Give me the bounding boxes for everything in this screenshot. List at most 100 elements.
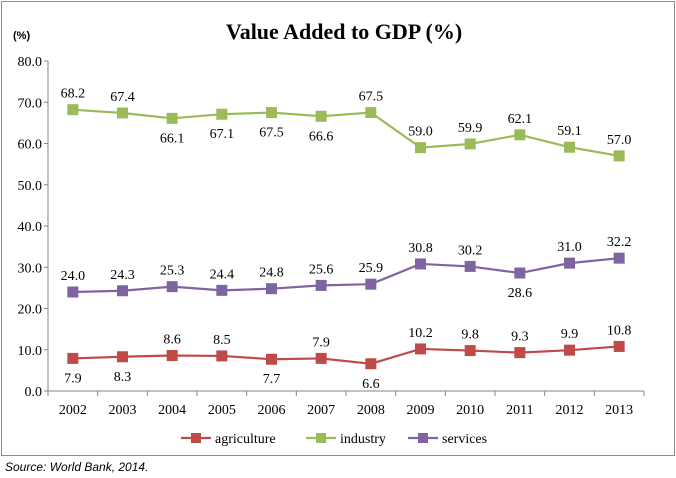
- legend-swatch-marker: [191, 433, 201, 443]
- legend-label: services: [442, 432, 487, 447]
- data-label-services: 28.6: [508, 286, 533, 301]
- x-tick-label: 2012: [556, 403, 584, 418]
- data-label-services: 24.0: [61, 269, 86, 284]
- data-point-agriculture: [464, 345, 476, 357]
- x-tick-label: 2003: [109, 403, 137, 418]
- y-tick-label: 20.0: [18, 303, 43, 318]
- data-label-services: 31.0: [557, 240, 582, 255]
- source-note: Source: World Bank, 2014.: [5, 460, 149, 474]
- y-tick-label: 10.0: [18, 344, 43, 359]
- series-agriculture: 7.9 8.3 8.6 8.5 7.7 7.9 6.6 10.2 9.8 9.3 9.9 10.8: [64, 323, 631, 391]
- data-label-agriculture: 9.9: [561, 327, 579, 342]
- series-line-industry: [72, 108, 620, 157]
- data-label-agriculture: 8.3: [114, 370, 132, 385]
- x-tick-label: 2011: [506, 403, 533, 418]
- y-axis-label: (%): [13, 30, 30, 42]
- data-label-services: 24.8: [259, 266, 284, 281]
- data-point-agriculture: [266, 353, 277, 365]
- data-point-industry: [514, 129, 526, 141]
- data-label-services: 32.2: [607, 235, 632, 250]
- data-label-industry: 57.0: [607, 133, 632, 148]
- data-label-industry: 67.4: [110, 90, 135, 105]
- data-point-services: [315, 279, 327, 291]
- data-point-agriculture: [415, 343, 426, 355]
- data-point-industry: [266, 107, 277, 119]
- legend-label: industry: [340, 432, 386, 447]
- chart-title: Value Added to GDP (%): [226, 19, 462, 44]
- data-label-services: 24.4: [210, 267, 235, 282]
- data-point-services: [613, 252, 625, 264]
- x-tick-label: 2007: [307, 403, 335, 418]
- data-label-services: 30.2: [458, 243, 483, 258]
- x-tick-label: 2005: [208, 403, 236, 418]
- data-point-industry: [415, 142, 426, 154]
- data-label-services: 30.8: [408, 241, 433, 256]
- axes: 0.0 10.0 20.0 30.0 40.0 50.0 60.0 70.0 80.0 2002 2…: [18, 55, 645, 418]
- x-tick-label: 2002: [59, 403, 87, 418]
- y-tick-label: 50.0: [18, 179, 43, 194]
- chart-border: [1, 1, 675, 456]
- x-tick-label: 2006: [258, 403, 286, 418]
- data-label-industry: 59.0: [408, 125, 433, 140]
- legend-item-services: services: [408, 432, 487, 447]
- data-label-services: 25.6: [309, 262, 334, 277]
- data-point-services: [564, 257, 575, 269]
- data-label-industry: 67.5: [259, 126, 284, 141]
- data-point-services: [464, 260, 476, 272]
- y-tick-label: 80.0: [18, 55, 43, 70]
- data-label-agriculture: 10.2: [408, 326, 433, 341]
- data-point-services: [514, 267, 526, 279]
- data-point-services: [415, 258, 426, 270]
- x-tick-label: 2013: [605, 403, 633, 418]
- data-label-services: 24.3: [110, 268, 135, 283]
- legend-swatch-marker: [316, 433, 326, 443]
- data-point-agriculture: [216, 350, 228, 362]
- y-tick-label: 30.0: [18, 261, 43, 276]
- data-label-agriculture: 9.3: [511, 330, 529, 345]
- x-tick-label: 2008: [357, 403, 385, 418]
- data-label-agriculture: 8.6: [163, 333, 181, 348]
- data-label-industry: 62.1: [508, 112, 533, 127]
- data-point-industry: [564, 141, 575, 153]
- x-tick-label: 2009: [407, 403, 435, 418]
- data-point-agriculture: [67, 352, 79, 364]
- data-point-industry: [166, 112, 178, 124]
- legend: agriculture industry services: [181, 432, 487, 447]
- data-point-services: [166, 281, 178, 293]
- data-point-agriculture: [117, 351, 128, 363]
- data-point-agriculture: [613, 340, 625, 352]
- data-point-agriculture: [166, 350, 178, 362]
- legend-item-industry: industry: [306, 432, 386, 447]
- data-label-agriculture: 10.8: [607, 323, 632, 338]
- data-label-agriculture: 6.6: [362, 377, 380, 392]
- data-point-agriculture: [315, 352, 327, 364]
- line-chart: Value Added to GDP (%) (%) 0.0 10.0 20.0 30…: [1, 1, 675, 456]
- data-label-industry: 68.2: [61, 87, 86, 102]
- data-label-agriculture: 9.8: [461, 328, 479, 343]
- data-point-industry: [613, 150, 625, 162]
- data-point-industry: [117, 107, 128, 119]
- x-tick-label: 2004: [158, 403, 186, 418]
- data-point-services: [216, 284, 228, 296]
- series-services: 24.0 24.3 25.3 24.4 24.8 25.6 25.9 30.8 30.2 28.6…: [61, 235, 632, 301]
- y-tick-label: 70.0: [18, 96, 43, 111]
- data-point-industry: [67, 104, 79, 116]
- data-label-agriculture: 7.9: [64, 371, 82, 386]
- data-point-agriculture: [365, 358, 377, 370]
- legend-swatch-marker: [418, 433, 428, 443]
- data-point-services: [67, 286, 79, 298]
- data-point-industry: [365, 107, 377, 119]
- data-label-agriculture: 7.7: [263, 372, 281, 387]
- data-point-services: [117, 285, 128, 297]
- y-tick-label: 40.0: [18, 220, 43, 235]
- series-group: 7.9 8.3 8.6 8.5 7.7 7.9 6.6 10.2 9.8 9.3 9.9 10.8 68…: [61, 87, 632, 392]
- data-label-agriculture: 8.5: [213, 333, 231, 348]
- data-label-industry: 66.1: [160, 131, 185, 146]
- data-label-industry: 59.9: [458, 121, 483, 136]
- data-label-industry: 67.1: [210, 127, 235, 142]
- data-point-services: [365, 278, 377, 290]
- data-label-industry: 67.5: [359, 90, 384, 105]
- data-label-industry: 59.1: [557, 124, 582, 139]
- y-tick-label: 0.0: [25, 385, 43, 400]
